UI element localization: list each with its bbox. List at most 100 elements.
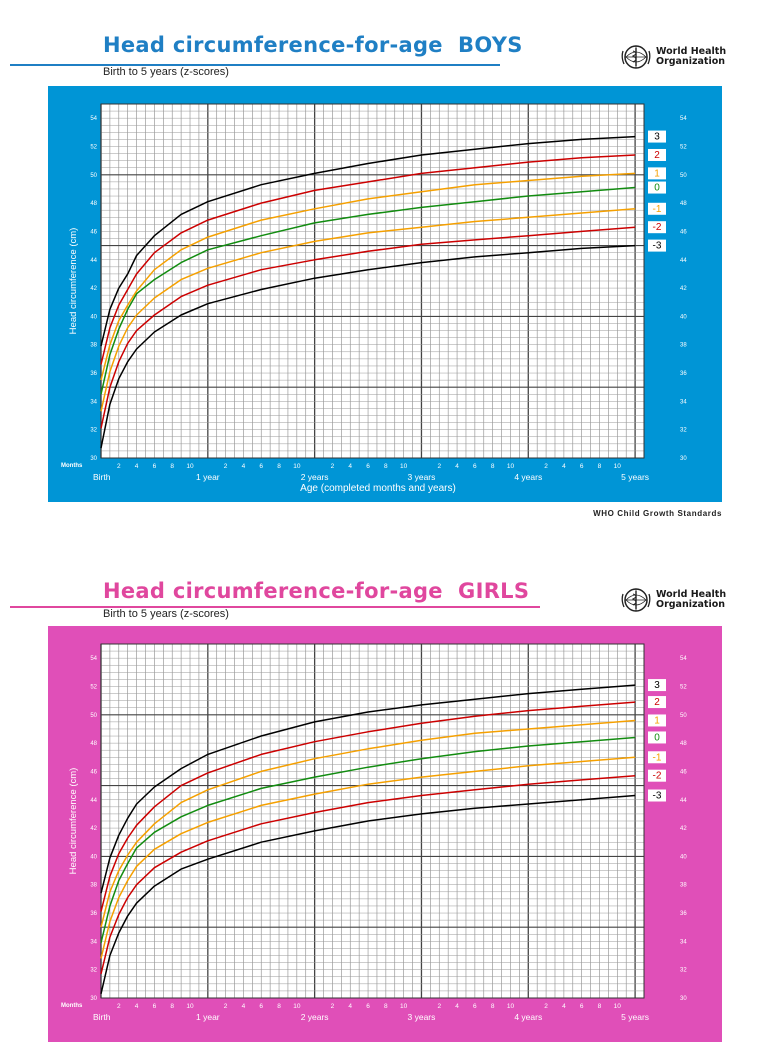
footer-note: WHO Child Growth Standards — [593, 509, 722, 518]
x-month-tick-label: 4 — [348, 1003, 352, 1010]
x-year-tick-label: 1 year — [196, 1012, 220, 1022]
x-month-tick-label: 10 — [293, 463, 301, 470]
who-name-line2: Organization — [656, 599, 726, 610]
y-tick-label-right: 52 — [680, 144, 687, 150]
x-month-tick-label: 6 — [259, 1003, 263, 1010]
y-tick-label-left: 40 — [90, 314, 97, 320]
x-month-tick-label: 2 — [437, 463, 441, 470]
series-label: -2 — [653, 222, 662, 233]
y-axis-label: Head circumference (cm) — [68, 768, 79, 875]
y-tick-label-right: 30 — [680, 996, 687, 1002]
x-month-tick-label: 2 — [224, 463, 228, 470]
series-label-box — [648, 167, 666, 180]
y-tick-label-right: 36 — [680, 911, 687, 917]
series-label: 1 — [654, 168, 660, 179]
chart-subtitle: Birth to 5 years (z-scores) — [103, 66, 229, 78]
x-month-tick-label: 6 — [366, 463, 370, 470]
y-tick-label-right: 42 — [680, 826, 687, 832]
x-month-tick-label: 10 — [507, 463, 515, 470]
x-month-tick-label: 4 — [455, 1003, 459, 1010]
x-year-tick-label: Birth — [93, 472, 111, 482]
x-year-tick-label: 3 years — [408, 1012, 436, 1022]
x-month-tick-label: 8 — [170, 1003, 174, 1010]
x-month-tick-label: 10 — [293, 1003, 301, 1010]
series-line-z3 — [100, 684, 636, 894]
x-year-tick-label: 2 years — [301, 472, 329, 482]
series-line-z3 — [100, 135, 636, 347]
y-tick-label-left: 50 — [90, 713, 97, 719]
x-month-tick-label: 8 — [384, 1003, 388, 1010]
x-month-tick-label: 10 — [507, 1003, 515, 1010]
x-month-tick-label: 6 — [580, 463, 584, 470]
who-logo: World Health Organization — [620, 43, 726, 71]
boys-section: Head circumference-for-age BOYS Birth to… — [10, 33, 726, 518]
y-tick-label-right: 30 — [680, 456, 687, 462]
series-label: 1 — [654, 715, 660, 726]
x-month-tick-label: 2 — [331, 1003, 335, 1010]
y-tick-label-left: 36 — [90, 371, 97, 377]
y-tick-label-left: 46 — [90, 769, 97, 775]
who-name-line2: Organization — [656, 56, 726, 67]
x-month-tick-label: 8 — [384, 463, 388, 470]
y-tick-label-left: 48 — [90, 201, 97, 207]
page-title: Head circumference-for-age BOYS — [103, 33, 523, 57]
y-tick-label-left: 34 — [90, 939, 97, 945]
series-label-box — [648, 714, 666, 727]
x-month-tick-label: 8 — [170, 463, 174, 470]
x-month-tick-label: 4 — [242, 463, 246, 470]
series-line-z1 — [100, 719, 636, 928]
series-line-z-2 — [100, 774, 636, 975]
x-month-tick-label: 8 — [277, 463, 281, 470]
y-tick-label-left: 34 — [90, 399, 97, 405]
x-year-tick-label: 3 years — [408, 472, 436, 482]
y-tick-label-left: 54 — [90, 116, 97, 122]
y-tick-label-left: 48 — [90, 741, 97, 747]
series-line-z2 — [100, 154, 636, 365]
title-underline — [10, 606, 540, 608]
series-line-z-3 — [100, 794, 636, 994]
series-label-box — [648, 202, 666, 215]
series-line-z2 — [100, 701, 636, 912]
who-emblem-icon — [621, 45, 651, 69]
series-line-z-1 — [100, 208, 636, 412]
y-tick-label-left: 32 — [90, 428, 97, 434]
y-tick-label-left: 52 — [90, 684, 97, 690]
y-tick-label-left: 46 — [90, 229, 97, 235]
y-tick-label-left: 44 — [90, 798, 97, 804]
series-label: -3 — [653, 241, 662, 252]
x-month-tick-label: 8 — [491, 463, 495, 470]
x-month-tick-label: 6 — [580, 1003, 584, 1010]
y-tick-label-right: 38 — [680, 883, 687, 889]
x-month-tick-label: 10 — [186, 463, 194, 470]
y-tick-label-right: 36 — [680, 371, 687, 377]
series-label: 2 — [654, 150, 660, 161]
x-year-tick-label: Birth — [93, 1012, 111, 1022]
x-month-tick-label: 2 — [544, 1003, 548, 1010]
y-tick-label-left: 38 — [90, 343, 97, 349]
series-label-box — [648, 731, 666, 744]
x-month-tick-label: 8 — [491, 1003, 495, 1010]
y-tick-label-left: 54 — [90, 656, 97, 662]
page-title: Head circumference-for-age GIRLS — [103, 579, 530, 603]
x-month-tick-label: 4 — [562, 1003, 566, 1010]
y-tick-label-left: 30 — [90, 456, 97, 462]
x-month-tick-label: 8 — [598, 463, 602, 470]
series-label-box — [648, 130, 666, 143]
x-month-tick-label: 6 — [473, 463, 477, 470]
y-tick-label-right: 54 — [680, 656, 687, 662]
plot-border — [100, 103, 645, 459]
x-month-tick-label: 6 — [366, 1003, 370, 1010]
series-label: -3 — [653, 791, 662, 802]
y-tick-label-left: 42 — [90, 286, 97, 292]
y-tick-label-right: 52 — [680, 684, 687, 690]
x-month-tick-label: 6 — [473, 1003, 477, 1010]
series-label-box — [648, 148, 666, 161]
series-label-box — [648, 751, 666, 764]
x-month-tick-label: 4 — [348, 463, 352, 470]
x-month-tick-label: 2 — [544, 463, 548, 470]
y-tick-label-right: 40 — [680, 854, 687, 860]
series-line-z-1 — [100, 756, 636, 959]
y-tick-label-right: 40 — [680, 314, 687, 320]
x-month-tick-label: 4 — [562, 463, 566, 470]
